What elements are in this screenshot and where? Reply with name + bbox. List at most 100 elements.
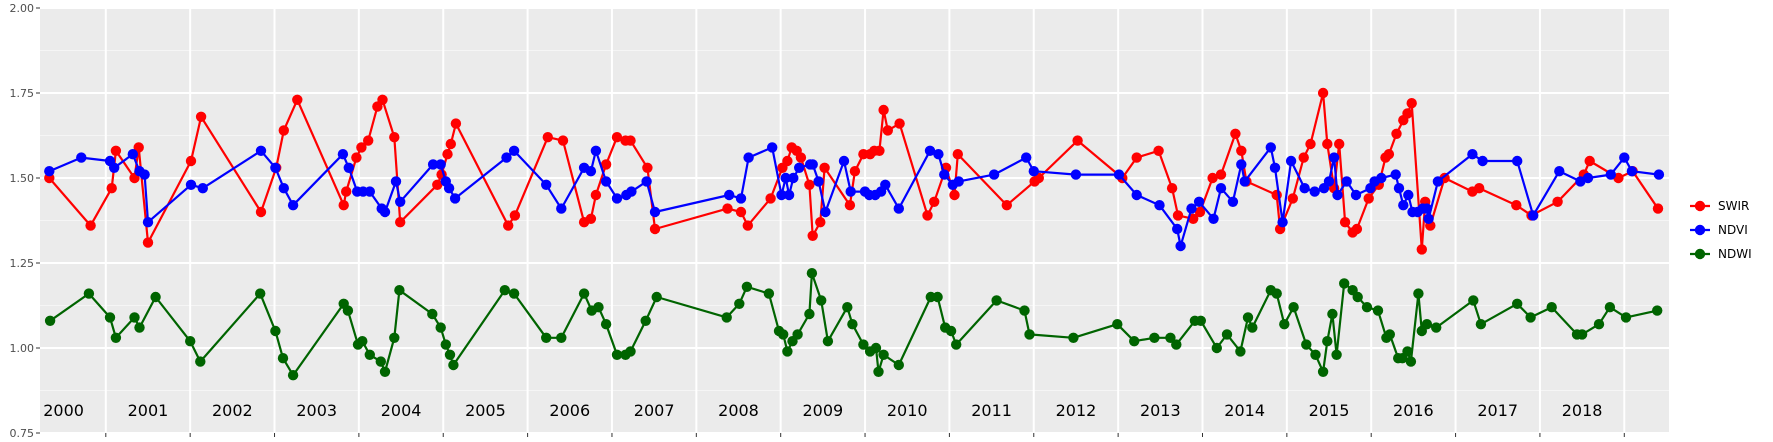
data-point-ndvi	[1398, 200, 1409, 211]
year-label: 2001	[128, 401, 169, 420]
year-label: 2017	[1477, 401, 1518, 420]
data-point-ndvi	[1193, 196, 1205, 207]
data-point-swir	[642, 162, 653, 173]
data-point-ndvi	[44, 166, 55, 177]
data-point-swir	[1402, 108, 1413, 119]
data-point-ndvi	[1186, 203, 1197, 214]
data-point-ndwi	[945, 325, 957, 337]
data-point-swir	[649, 223, 661, 235]
data-point-ndwi	[1327, 308, 1338, 320]
data-point-ndvi	[142, 217, 154, 228]
data-point-swir	[1363, 193, 1374, 204]
data-point-ndvi	[1554, 166, 1565, 177]
data-point-swir	[278, 125, 289, 136]
data-point-swir	[356, 142, 367, 153]
data-point-ndwi	[842, 302, 853, 313]
year-label: 2007	[634, 401, 675, 420]
year-label: 2014	[1224, 401, 1265, 420]
data-point-swir	[445, 138, 456, 150]
data-point-ndwi	[440, 339, 451, 350]
data-point-swir	[807, 230, 818, 241]
data-point-ndvi	[1277, 217, 1288, 228]
data-point-ndvi	[1421, 203, 1433, 214]
data-point-ndwi	[134, 322, 145, 333]
data-point-swir	[450, 118, 462, 129]
data-point-ndvi	[1020, 152, 1032, 163]
data-point-ndwi	[1271, 288, 1282, 299]
data-point-swir	[929, 196, 940, 207]
data-point-ndwi	[763, 288, 775, 299]
data-point-ndvi	[1309, 186, 1320, 197]
legend: SWIR NDVI NDWI	[1690, 199, 1752, 261]
data-point-ndwi	[816, 295, 827, 306]
data-point-ndwi	[389, 332, 400, 343]
data-point-ndvi	[1350, 189, 1362, 201]
y-tick-label: 1.50	[10, 172, 35, 185]
data-point-ndvi	[767, 142, 778, 153]
data-point-ndwi	[991, 295, 1002, 306]
data-point-swir	[804, 179, 815, 190]
data-point-swir	[195, 111, 207, 123]
data-point-ndvi	[1390, 169, 1401, 180]
year-label: 2009	[803, 401, 844, 420]
data-point-ndwi	[1235, 346, 1246, 357]
data-point-ndwi	[792, 329, 803, 340]
year-labels: 2000 2001 2002 2003 2004 2005 2006 2007 2008 2009…	[43, 401, 1602, 420]
data-point-ndwi	[893, 359, 904, 371]
y-tick-label: 0.75	[10, 427, 35, 440]
data-point-ndwi	[1620, 312, 1632, 323]
data-point-swir	[395, 217, 406, 228]
data-point-ndwi	[1301, 339, 1312, 350]
data-point-swir	[765, 193, 776, 204]
data-point-swir	[600, 159, 612, 170]
data-point-ndvi	[788, 172, 799, 184]
data-point-ndvi	[845, 186, 856, 197]
data-point-ndvi	[449, 193, 461, 204]
data-point-ndwi	[858, 339, 869, 350]
data-point-ndvi	[590, 145, 602, 156]
data-point-ndwi	[1149, 332, 1160, 343]
data-point-ndwi	[822, 336, 834, 347]
data-point-ndvi	[395, 196, 406, 207]
data-point-ndvi	[337, 149, 349, 160]
data-point-ndvi	[1393, 183, 1405, 194]
data-point-ndwi	[364, 349, 375, 360]
data-point-swir	[1584, 155, 1595, 167]
data-point-ndvi	[109, 162, 120, 173]
data-point-ndwi	[847, 319, 858, 330]
data-point-swir	[922, 210, 933, 221]
data-point-ndvi	[776, 189, 787, 201]
data-point-ndvi	[1376, 172, 1387, 184]
data-point-ndwi	[1593, 319, 1605, 330]
data-point-swir	[341, 186, 352, 197]
data-point-ndvi	[600, 176, 612, 187]
data-point-ndvi	[1653, 169, 1665, 180]
series-group	[44, 87, 1665, 381]
data-point-ndvi	[270, 162, 281, 173]
data-point-swir	[1416, 244, 1428, 255]
data-point-ndwi	[379, 366, 391, 377]
data-point-ndwi	[640, 315, 651, 326]
data-point-swir	[782, 155, 793, 167]
data-point-swir	[338, 200, 349, 211]
data-point-ndwi	[150, 291, 161, 303]
data-point-swir	[874, 145, 885, 156]
year-label: 2012	[1056, 401, 1097, 420]
data-point-swir	[185, 155, 197, 167]
data-point-ndvi	[794, 162, 805, 173]
data-point-ndvi	[743, 152, 754, 163]
data-point-swir	[590, 189, 602, 201]
data-point-ndvi	[278, 183, 289, 194]
data-point-ndvi	[1528, 210, 1539, 221]
data-point-swir	[255, 206, 267, 218]
legend-label-ndwi: NDWI	[1718, 247, 1752, 261]
data-point-swir	[1474, 183, 1485, 194]
data-point-swir	[1194, 206, 1206, 218]
data-point-swir	[952, 149, 963, 160]
data-point-ndvi	[1299, 183, 1310, 194]
data-point-ndwi	[1171, 339, 1182, 350]
data-point-ndvi	[1131, 189, 1142, 201]
data-point-swir	[611, 132, 623, 143]
data-point-ndwi	[1576, 329, 1588, 340]
year-label: 2002	[212, 401, 253, 420]
